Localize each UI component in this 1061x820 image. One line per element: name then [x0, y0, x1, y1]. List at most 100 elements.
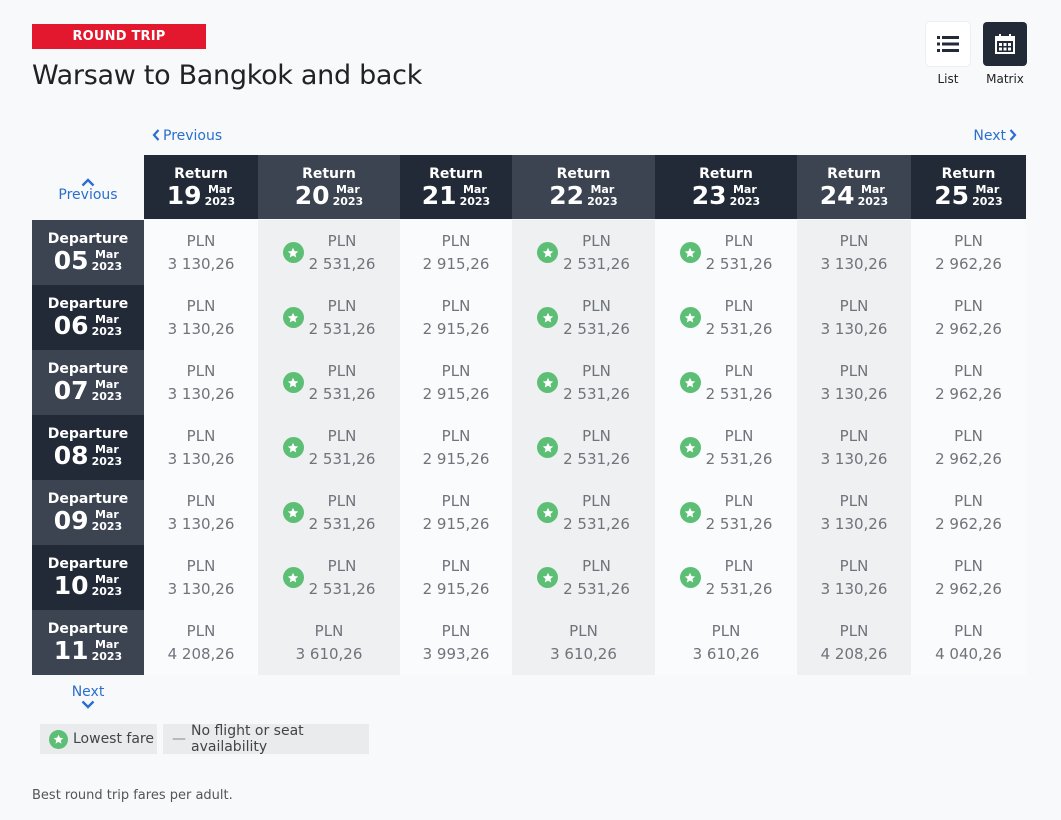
fare-currency: PLN: [724, 361, 754, 380]
fare-price: 2 962,26: [935, 514, 1002, 533]
return-date-header[interactable]: Return 19 Mar 2023: [144, 155, 258, 219]
fare-text: PLN 2 962,26: [935, 230, 1002, 276]
fare-cell[interactable]: PLN 3 130,26: [144, 285, 258, 350]
fare-cell[interactable]: PLN 2 531,26: [655, 220, 797, 285]
fare-currency: PLN: [711, 621, 741, 640]
fare-cell[interactable]: PLN 2 531,26: [512, 285, 655, 350]
fare-cell[interactable]: PLN 3 130,26: [144, 350, 258, 415]
fare-cell[interactable]: PLN 2 531,26: [655, 480, 797, 545]
fare-cell[interactable]: PLN 2 962,26: [911, 220, 1026, 285]
fare-cell[interactable]: PLN 3 130,26: [797, 545, 911, 610]
fare-cell[interactable]: PLN 2 531,26: [512, 415, 655, 480]
fare-cell[interactable]: PLN 2 531,26: [512, 545, 655, 610]
fare-price: 3 130,26: [820, 254, 888, 273]
fare-cell[interactable]: PLN 3 610,26: [655, 610, 797, 675]
fare-text: PLN 2 915,26: [423, 425, 490, 471]
return-date-header[interactable]: Return 23 Mar 2023: [655, 155, 797, 219]
fare-cell[interactable]: PLN 2 531,26: [258, 545, 400, 610]
fare-cell[interactable]: PLN 3 130,26: [144, 220, 258, 285]
fare-cell[interactable]: PLN 3 130,26: [797, 220, 911, 285]
previous-rows-link[interactable]: Previous: [32, 178, 144, 203]
date-year: 2023: [91, 650, 123, 663]
fare-cell[interactable]: PLN 2 531,26: [258, 415, 400, 480]
return-date-header[interactable]: Return 20 Mar 2023: [258, 155, 400, 219]
fare-cell[interactable]: PLN 2 915,26: [400, 220, 512, 285]
fare-price: 3 130,26: [167, 254, 235, 273]
fare-cell[interactable]: PLN 3 130,26: [144, 480, 258, 545]
fare-cell[interactable]: PLN 4 208,26: [797, 610, 911, 675]
list-view-button[interactable]: [926, 22, 970, 66]
fare-cell[interactable]: PLN 2 915,26: [400, 480, 512, 545]
fare-price: 3 610,26: [550, 644, 617, 663]
date-year: 2023: [972, 194, 1003, 208]
chevron-up-icon: [81, 178, 95, 187]
fare-cell[interactable]: PLN 2 915,26: [400, 415, 512, 480]
fare-cell[interactable]: PLN 3 130,26: [797, 350, 911, 415]
next-rows-link[interactable]: Next: [32, 684, 144, 709]
departure-date-header[interactable]: Departure 06 Mar 2023: [32, 285, 144, 350]
date: 20 Mar 2023: [295, 182, 363, 209]
return-date-header[interactable]: Return 21 Mar 2023: [400, 155, 512, 219]
departure-date-header[interactable]: Departure 10 Mar 2023: [32, 545, 144, 610]
fare-cell[interactable]: PLN 3 993,26: [400, 610, 512, 675]
next-columns-link[interactable]: Next: [973, 128, 1017, 144]
fare-price: 2 915,26: [422, 449, 490, 468]
fare-cell[interactable]: PLN 2 915,26: [400, 545, 512, 610]
fare-cell[interactable]: PLN 2 962,26: [911, 545, 1026, 610]
matrix-view-button[interactable]: [983, 22, 1027, 66]
footnote: Best round trip fares per adult.: [32, 788, 233, 803]
fare-text: PLN 3 130,26: [821, 490, 888, 536]
departure-date-header[interactable]: Departure 05 Mar 2023: [32, 220, 144, 285]
fare-cell[interactable]: PLN 2 531,26: [512, 220, 655, 285]
fare-cell[interactable]: PLN 2 531,26: [258, 350, 400, 415]
fare-currency: PLN: [582, 491, 611, 510]
fare-text: PLN 3 130,26: [821, 555, 888, 601]
departure-date-header[interactable]: Departure 09 Mar 2023: [32, 480, 144, 545]
return-date-header[interactable]: Return 22 Mar 2023: [512, 155, 655, 219]
fare-cell[interactable]: PLN 4 040,26: [911, 610, 1026, 675]
fare-cell[interactable]: PLN 2 915,26: [400, 350, 512, 415]
fare-cell[interactable]: PLN 3 130,26: [144, 415, 258, 480]
departure-date-header[interactable]: Departure 08 Mar 2023: [32, 415, 144, 480]
fare-cell[interactable]: PLN 2 531,26: [258, 220, 400, 285]
fare-cell[interactable]: PLN 2 531,26: [512, 480, 655, 545]
fare-text: PLN 2 915,26: [423, 295, 490, 341]
fare-cell[interactable]: PLN 2 531,26: [258, 480, 400, 545]
fare-cell[interactable]: PLN 2 962,26: [911, 415, 1026, 480]
fare-cell[interactable]: PLN 3 610,26: [512, 610, 655, 675]
chevron-left-icon: [152, 129, 160, 141]
fare-cell[interactable]: PLN 2 531,26: [512, 350, 655, 415]
fare-cell[interactable]: PLN 3 130,26: [797, 415, 911, 480]
fare-cell[interactable]: PLN 3 130,26: [797, 480, 911, 545]
fare-price: 3 130,26: [820, 579, 888, 598]
fare-cell[interactable]: PLN 4 208,26: [144, 610, 258, 675]
return-date-header[interactable]: Return 24 Mar 2023: [797, 155, 911, 219]
fare-cell[interactable]: PLN 3 130,26: [797, 285, 911, 350]
departure-date-header[interactable]: Departure 07 Mar 2023: [32, 350, 144, 415]
fare-cell[interactable]: PLN 3 130,26: [144, 545, 258, 610]
departure-date-header[interactable]: Departure 11 Mar 2023: [32, 610, 144, 675]
fare-cell[interactable]: PLN 2 531,26: [655, 350, 797, 415]
fare-cell[interactable]: PLN 2 962,26: [911, 480, 1026, 545]
fare-cell[interactable]: PLN 2 962,26: [911, 285, 1026, 350]
fare-cell[interactable]: PLN 3 610,26: [258, 610, 400, 675]
fare-price: 2 531,26: [705, 514, 773, 533]
return-date-header[interactable]: Return 25 Mar 2023: [911, 155, 1026, 219]
fare-currency: PLN: [582, 426, 611, 445]
fare-cell[interactable]: PLN 2 531,26: [655, 545, 797, 610]
fare-currency: PLN: [839, 621, 869, 640]
fare-cell[interactable]: PLN 2 531,26: [258, 285, 400, 350]
date-month-year: Mar 2023: [92, 249, 123, 273]
date: 25 Mar 2023: [934, 182, 1003, 209]
fare-cell[interactable]: PLN 2 962,26: [911, 350, 1026, 415]
fare-cell[interactable]: PLN 2 531,26: [655, 285, 797, 350]
fare-currency: PLN: [954, 231, 983, 250]
fare-cell[interactable]: PLN 2 531,26: [655, 415, 797, 480]
date-year: 2023: [91, 390, 123, 403]
previous-columns-link[interactable]: Previous: [152, 128, 222, 144]
fare-cell[interactable]: PLN 2 915,26: [400, 285, 512, 350]
next-rows-label: Next: [71, 684, 105, 700]
date: 09 Mar 2023: [54, 508, 122, 534]
star-icon: [679, 242, 701, 263]
date-month-year: Mar 2023: [92, 639, 123, 663]
